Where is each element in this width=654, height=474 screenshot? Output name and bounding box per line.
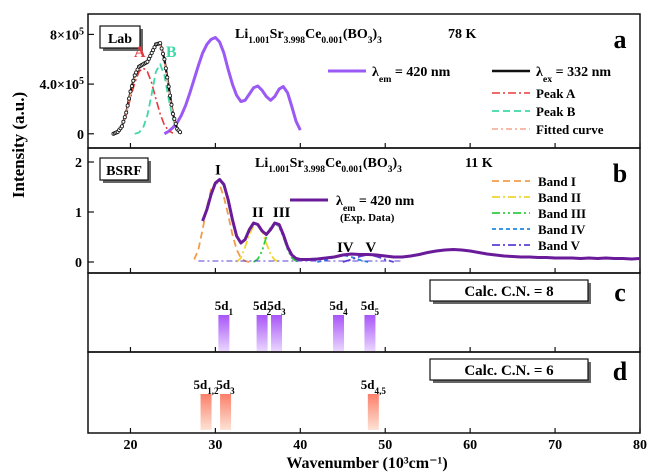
formula-a: Li1.001Sr3.998Ce0.001(BO3)3 [235,27,382,46]
cn-label-d: Calc. C.N. = 6 [464,363,554,379]
panel-d-frame [87,351,641,434]
legend-b-label-1: Band I [538,174,576,189]
tag-bsrf-text: BSRF [106,164,142,179]
bar-label-d-3: 5d3 [216,377,235,396]
bar-c-2 [256,315,268,351]
emission-marker [163,66,168,71]
cn-label-box-d [429,358,589,381]
emission-marker [165,75,170,80]
emission-marker [159,46,164,51]
band-label-II: II [252,205,264,221]
emission-marker [125,103,130,108]
emission-marker [131,78,136,83]
legend-b-label-2: Band II [538,190,581,205]
emission-marker [166,84,171,89]
emission-marker [158,41,163,46]
legend-b-label-3: Band III [538,206,586,221]
x-tick-label: 80 [633,438,647,453]
legend-a-label-0: λex = 332 nm [536,65,611,85]
legend-a-excitation-label: λem = 420 nm [372,65,451,85]
x-tick-label: 70 [548,438,562,453]
emission-marker [173,121,178,126]
y-tick-label-a: 0 [77,128,84,143]
x-tick-label: 60 [463,438,477,453]
emission-marker [170,111,175,116]
bar-label-c-5: 5d5 [361,298,380,317]
bar-c-1 [218,315,230,351]
temperature-b: 11 K [465,156,493,171]
band-label-III: III [273,205,291,221]
bar-c-5 [364,315,376,351]
bar-c-3 [271,315,283,351]
tag-lab-box [99,25,141,49]
legend-a-label-3: Fitted curve [536,122,604,137]
emission-marker [122,115,127,120]
legend-a-label-1: Peak A [536,86,576,101]
bar-c-4 [333,315,345,351]
cn-label-box-c [429,279,589,302]
series-b-band-1 [193,181,250,263]
panel-letter-d: d [613,357,628,386]
emission-marker [119,124,124,129]
emission-marker [129,84,134,89]
tag-lab-text: Lab [108,32,132,47]
bar-label-c-2: 5d2 [253,298,272,317]
legend-b-exp-note: (Exp. Data) [340,212,395,224]
peak-label-B: B [166,44,177,61]
tag-bsrf-box [99,157,149,181]
legend-b-exp-label: λem = 420 nm [336,194,415,214]
y-axis-label: Intensity (a.u.) [9,92,28,198]
y-tick-label-b: 1 [75,206,82,221]
peak-label-A: A [134,44,146,61]
emission-marker [168,93,173,98]
bar-label-c-3: 5d3 [267,298,286,317]
bar-label-c-4: 5d4 [329,298,348,317]
x-tick-label: 30 [208,438,222,453]
series-b-band-2 [235,223,280,263]
series-b-band-4 [317,254,369,263]
x-tick-label: 20 [123,438,137,453]
emission-marker [128,89,133,94]
x-axis-label: Wavenumber (10³cm⁻¹) [286,455,447,472]
bar-d-1-2 [200,394,212,430]
cn-label-c: Calc. C.N. = 8 [464,284,553,300]
y-tick-label-a: 4.0×105 [40,76,84,94]
panel-letter-a: a [614,25,627,54]
series-a-2 [113,67,174,135]
temperature-a: 78 K [448,27,477,42]
y-tick-label-b: 2 [75,156,82,171]
formula-b: Li1.001Sr3.998Ce0.001(BO3)3 [255,156,402,175]
band-label-IV: IV [337,240,354,256]
bar-label-d-1-2: 5d1,2 [193,377,219,396]
band-label-I: I [215,163,221,179]
legend-b-label-5: Band V [538,238,581,253]
y-tick-label-a: 8×105 [50,26,84,44]
series-b-band-5 [342,253,394,263]
emission-marker [124,110,129,115]
emission-marker [127,96,132,101]
emission-marker [169,102,174,107]
legend-b-label-4: Band IV [538,222,586,237]
emission-marker [161,51,166,56]
band-label-V: V [365,240,376,256]
bar-label-d-4-5: 5d4,5 [361,377,387,396]
series-a-0 [163,36,302,136]
series-b-exp [201,178,641,261]
emission-marker [162,57,167,62]
bar-label-c-1: 5d1 [215,298,234,317]
bar-d-3 [220,394,232,430]
bar-d-4-5 [367,394,379,430]
x-tick-label: 40 [293,438,307,453]
emission-marker [172,116,177,121]
panel-letter-b: b [613,159,627,188]
y-tick-label-b: 0 [75,256,82,271]
emission-marker [121,119,126,124]
legend-a-label-2: Peak B [536,104,576,119]
panel-letter-c: c [614,278,626,307]
emission-marker [177,130,182,135]
x-tick-label: 50 [378,438,392,453]
